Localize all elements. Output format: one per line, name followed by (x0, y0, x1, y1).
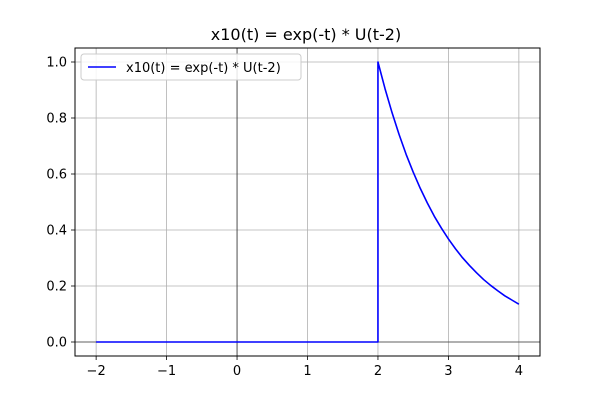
chart-title: x10(t) = exp(-t) * U(t-2) (211, 25, 401, 44)
y-tick-label: 0.8 (46, 112, 67, 127)
y-tick-label: 0.2 (46, 280, 67, 295)
x-axis-ticks: −2 −1 0 1 2 3 4 (87, 356, 523, 379)
legend: x10(t) = exp(-t) * U(t-2) (80, 53, 302, 81)
y-tick-label: 1.0 (46, 56, 67, 71)
y-tick-label: 0.4 (46, 224, 67, 239)
x-tick-label: −1 (157, 364, 176, 379)
x-tick-label: 2 (374, 364, 382, 379)
y-tick-label: 0.0 (46, 336, 67, 351)
y-axis-ticks: 0.0 0.2 0.4 0.6 0.8 1.0 (46, 56, 75, 351)
legend-label: x10(t) = exp(-t) * U(t-2) (126, 61, 281, 76)
x-tick-label: 3 (444, 364, 452, 379)
y-tick-label: 0.6 (46, 168, 67, 183)
legend-box (80, 53, 302, 81)
x-tick-label: −2 (87, 364, 106, 379)
series-line (96, 61, 520, 343)
x-tick-label: 0 (233, 364, 241, 379)
grid (75, 48, 540, 356)
x-tick-label: 1 (303, 364, 311, 379)
series-layer (96, 61, 520, 343)
x-tick-label: 4 (515, 364, 523, 379)
